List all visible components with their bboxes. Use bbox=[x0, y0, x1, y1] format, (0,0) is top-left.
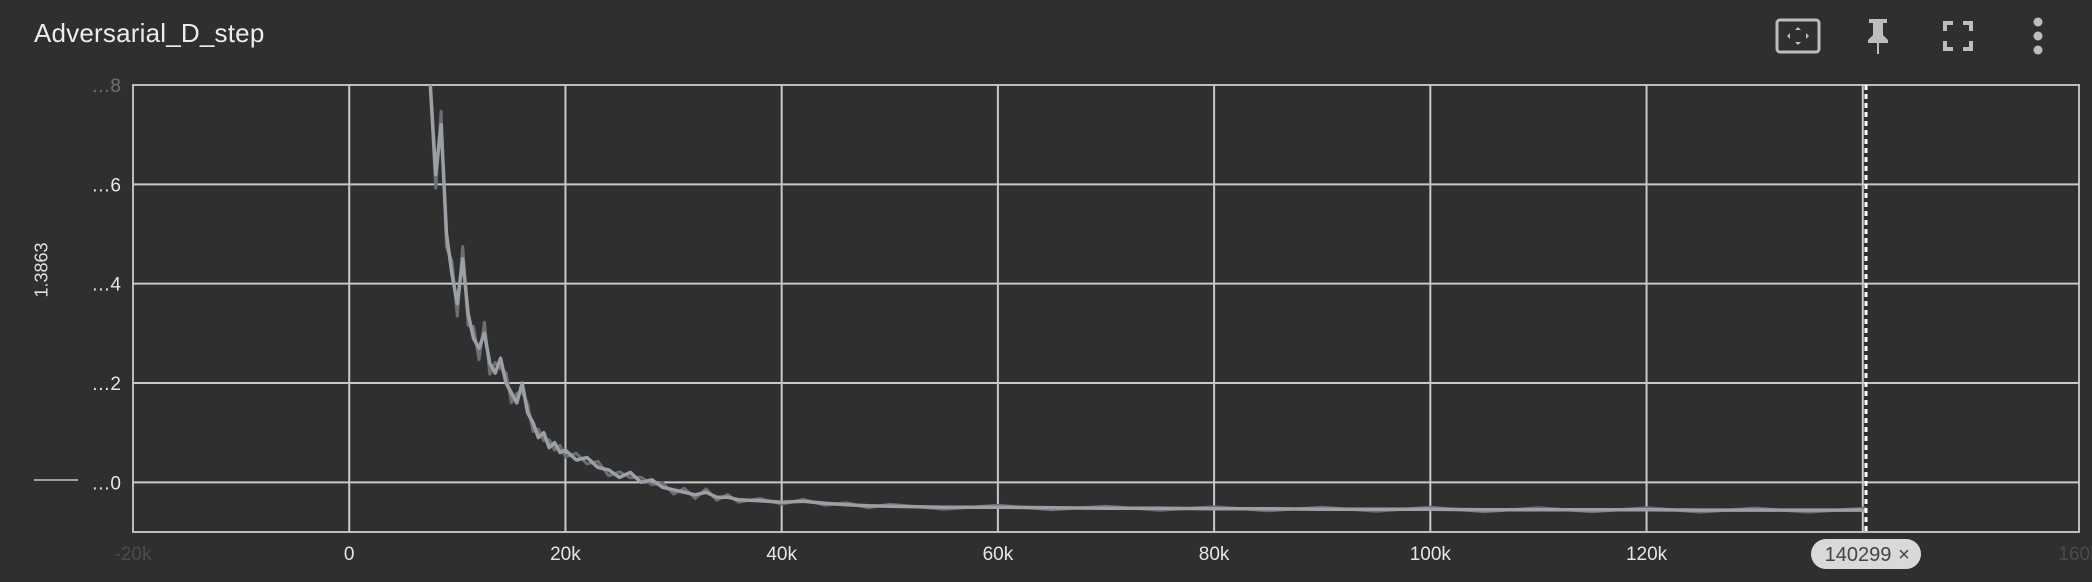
series-legend-swatch bbox=[34, 479, 78, 481]
step-cursor: 140299 × bbox=[1811, 85, 1922, 569]
chart-title: Adversarial_D_step bbox=[34, 18, 265, 48]
x-tick-label: 100k bbox=[1410, 544, 1452, 565]
x-tick-label: 60k bbox=[983, 544, 1014, 565]
more-vert-icon bbox=[2033, 17, 2043, 55]
more-options-button[interactable] bbox=[1998, 14, 2078, 58]
pin-button[interactable] bbox=[1838, 14, 1918, 58]
fullscreen-icon bbox=[1943, 21, 1973, 51]
grid-lines bbox=[132, 84, 2080, 533]
smoothed-series-line bbox=[428, 84, 1866, 512]
y-tick-label: …8 bbox=[91, 76, 121, 97]
x-tick-label: 20k bbox=[550, 544, 581, 565]
x-tick-label: 80k bbox=[1199, 544, 1230, 565]
y-tick-label: …4 bbox=[91, 275, 121, 296]
fit-domain-icon bbox=[1775, 18, 1821, 54]
raw-series-line bbox=[428, 84, 1867, 514]
series-lines bbox=[428, 84, 1867, 514]
step-badge-label: 140299 bbox=[1825, 544, 1892, 566]
x-tick-label: 0 bbox=[344, 544, 355, 565]
x-tick-label: -20k bbox=[115, 544, 152, 565]
x-tick-label: 40k bbox=[766, 544, 797, 565]
x-tick-labels: -20k020k40k60k80k100k120k140k160k bbox=[115, 544, 2092, 565]
x-tick-label-edge: 160k bbox=[2058, 544, 2092, 565]
y-tick-labels: …8 …6 …4 …2 …0 bbox=[91, 76, 121, 494]
y-tick-label: …0 bbox=[91, 473, 121, 494]
fullscreen-button[interactable] bbox=[1918, 14, 1998, 58]
x-tick-label: 120k bbox=[1626, 544, 1668, 565]
close-icon[interactable]: × bbox=[1898, 544, 1910, 566]
fit-domain-button[interactable] bbox=[1758, 14, 1838, 58]
y-tick-label: …2 bbox=[91, 374, 121, 395]
chart-toolbar bbox=[1758, 14, 2078, 58]
pin-icon bbox=[1868, 19, 1888, 54]
plot-frame bbox=[132, 84, 2080, 533]
y-tick-label: …6 bbox=[91, 175, 121, 196]
step-badge bbox=[1811, 539, 1922, 569]
